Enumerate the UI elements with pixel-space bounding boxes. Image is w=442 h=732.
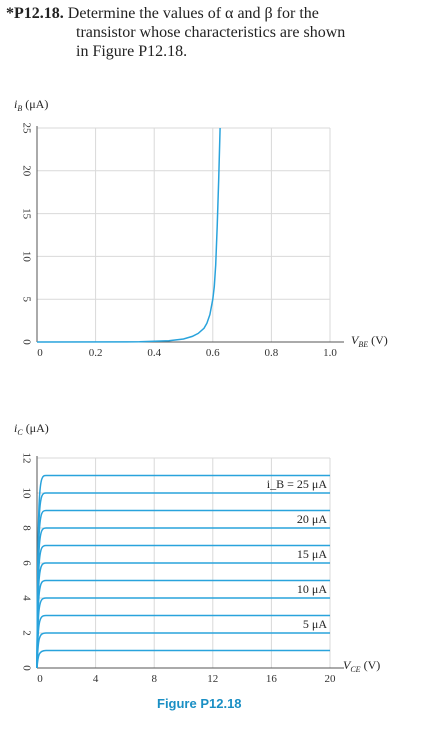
chart1-x-tick-label: 1.0 (323, 347, 337, 359)
chart1-x-tick-label: 0.4 (147, 347, 161, 359)
chart2-curves (36, 474, 330, 669)
chart1-y-tick-label: 0 (20, 339, 32, 345)
ic-curve-label: 10 μA (297, 582, 327, 596)
chart2-y-tick-label: 12 (20, 453, 32, 464)
ic-curve (36, 492, 330, 669)
chart1-y-tick-label: 25 (20, 123, 32, 135)
chart2-y-tick-label: 8 (20, 525, 32, 531)
chart1-x-ticks: 0 0.2 0.4 0.6 0.8 1.0 (37, 347, 337, 359)
chart1-ylabel: iB (μA) (14, 97, 48, 113)
chart1-x-tick-label: 0.8 (265, 347, 279, 359)
ic-curve-unlabeled (36, 509, 330, 669)
ic-curve-unlabeled (36, 649, 330, 669)
chart2-y-tick-label: 2 (20, 630, 32, 636)
chart2-y-tick-label: 6 (20, 560, 32, 566)
chart1-x-tick-label: 0 (37, 347, 43, 359)
problem-number: *P12.18. (6, 5, 64, 22)
chart2-x-tick-label: 8 (151, 673, 157, 685)
chart2-y-tick-label: 4 (20, 595, 32, 601)
chart2-x-tick-label: 4 (93, 673, 99, 685)
ic-curve-label: 20 μA (297, 512, 327, 526)
chart1-x-tick-label: 0.2 (89, 347, 103, 359)
chart2-x-tick-label: 16 (266, 673, 278, 685)
chart1-y-tick-label: 20 (20, 165, 32, 177)
ic-curve-label: i_B = 25 μA (267, 477, 328, 491)
chart2-curve-labels: 5 μA 10 μA 15 μA 20 μA i_B = 25 μA (267, 477, 328, 631)
chart2-y-tick-label: 10 (20, 488, 32, 500)
ic-curve-unlabeled (36, 474, 330, 669)
chart1-y-tick-label: 5 (20, 296, 32, 302)
chart1-y-ticks: 0 5 10 15 20 25 (20, 123, 32, 346)
ic-curve-unlabeled (36, 544, 330, 669)
problem-line-3: in Figure P12.18. (76, 43, 188, 60)
chart1-y-tick-label: 10 (20, 251, 32, 263)
ic-curve-label: 15 μA (297, 547, 327, 561)
chart2-y-ticks: 0 2 4 6 8 10 12 (20, 453, 32, 672)
chart2-x-tick-label: 0 (37, 673, 43, 685)
problem-line-2: transistor whose characteristics are sho… (76, 24, 346, 41)
chart2-x-tick-label: 12 (207, 673, 218, 685)
chart2-ylabel: iC (μA) (14, 421, 49, 437)
chart2-y-tick-label: 0 (20, 665, 32, 671)
ib-vbe-curve (36, 127, 221, 343)
chart2-x-ticks: 0 4 8 12 16 20 (37, 673, 336, 685)
problem-statement: *P12.18. Determine the values of α and β… (6, 4, 436, 61)
ic-curve-unlabeled (36, 579, 330, 669)
problem-line-1: Determine the values of α and β for the (67, 5, 319, 22)
ic-curve-label: 5 μA (303, 617, 327, 631)
input-characteristic-chart: iB (μA) VBE (V) 0 0.2 0.4 0.6 0.8 1.0 0 5 10 15 2… (14, 97, 388, 359)
chart2-xlabel: VCE (V) (343, 658, 380, 674)
chart1-y-tick-label: 15 (20, 208, 32, 220)
chart1-x-tick-label: 0.6 (206, 347, 220, 359)
chart2-x-tick-label: 20 (325, 673, 337, 685)
figure-caption: Figure P12.18 (157, 696, 242, 711)
ic-curve-unlabeled (36, 614, 330, 669)
chart1-xlabel: VBE (V) (351, 333, 388, 349)
output-characteristic-chart: iC (μA) VCE (V) 0 4 8 12 16 20 0 2 4 6 8 10 12 5 μA… (14, 421, 380, 685)
chart1-grid (36, 126, 344, 343)
